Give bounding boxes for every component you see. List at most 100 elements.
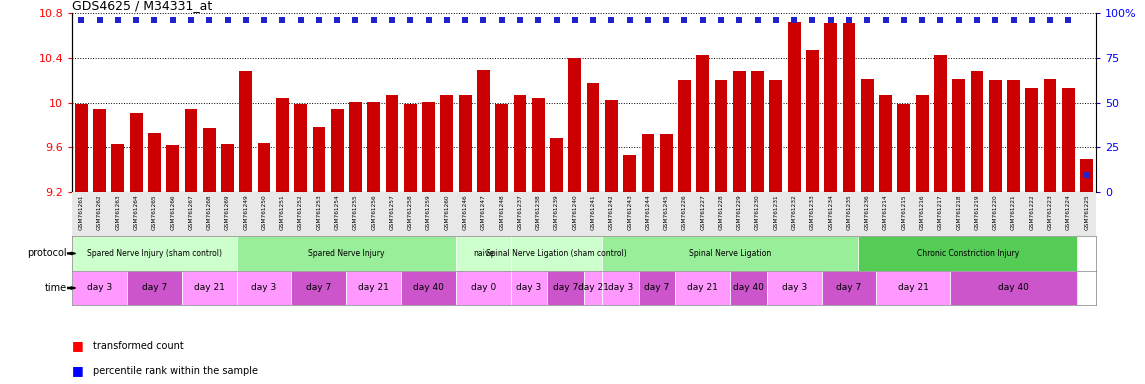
Bar bbox=[1026, 88, 1039, 192]
Text: GSM761233: GSM761233 bbox=[810, 194, 815, 230]
Text: GSM761232: GSM761232 bbox=[791, 194, 797, 230]
Text: GSM761223: GSM761223 bbox=[1048, 194, 1052, 230]
Text: GSM761245: GSM761245 bbox=[664, 194, 669, 230]
Bar bbox=[602, 271, 639, 305]
Text: GSM761238: GSM761238 bbox=[536, 194, 540, 230]
Text: day 7: day 7 bbox=[645, 283, 670, 293]
Bar bbox=[788, 22, 800, 192]
Text: transformed count: transformed count bbox=[93, 341, 183, 351]
Bar bbox=[602, 236, 858, 271]
Bar bbox=[129, 113, 142, 192]
Text: GSM761250: GSM761250 bbox=[261, 194, 267, 230]
Text: GSM761227: GSM761227 bbox=[701, 194, 705, 230]
Text: day 21: day 21 bbox=[577, 283, 608, 293]
Text: GSM761267: GSM761267 bbox=[189, 194, 194, 230]
Text: GSM761254: GSM761254 bbox=[334, 194, 340, 230]
Bar bbox=[733, 71, 745, 192]
Bar bbox=[676, 271, 731, 305]
Text: GSM761260: GSM761260 bbox=[444, 194, 449, 230]
Text: GSM761230: GSM761230 bbox=[755, 194, 760, 230]
Bar bbox=[456, 271, 511, 305]
Text: GSM761229: GSM761229 bbox=[737, 194, 742, 230]
Text: day 40: day 40 bbox=[998, 283, 1029, 293]
Text: day 3: day 3 bbox=[516, 283, 542, 293]
Text: Spinal Nerve Ligation: Spinal Nerve Ligation bbox=[689, 249, 772, 258]
Bar bbox=[331, 109, 344, 192]
Text: GSM761259: GSM761259 bbox=[426, 194, 431, 230]
Text: GSM761215: GSM761215 bbox=[901, 194, 907, 230]
Bar bbox=[843, 23, 855, 192]
Text: GSM761266: GSM761266 bbox=[171, 194, 175, 230]
Bar bbox=[858, 236, 1077, 271]
Text: GSM761258: GSM761258 bbox=[408, 194, 413, 230]
Text: GSM761248: GSM761248 bbox=[499, 194, 504, 230]
Bar bbox=[605, 101, 618, 192]
Text: GDS4625 / M34331_at: GDS4625 / M34331_at bbox=[72, 0, 212, 12]
Text: day 40: day 40 bbox=[733, 283, 764, 293]
Bar bbox=[949, 271, 1077, 305]
Text: Spinal Nerve Ligation (sham control): Spinal Nerve Ligation (sham control) bbox=[487, 249, 627, 258]
Text: day 21: day 21 bbox=[898, 283, 929, 293]
Text: Spared Nerve Injury: Spared Nerve Injury bbox=[308, 249, 385, 258]
Bar bbox=[404, 104, 417, 192]
Bar bbox=[660, 134, 672, 192]
Bar bbox=[313, 127, 325, 192]
Bar bbox=[459, 95, 472, 192]
Text: GSM761220: GSM761220 bbox=[993, 194, 997, 230]
Bar bbox=[584, 271, 602, 305]
Text: GSM761261: GSM761261 bbox=[79, 194, 84, 230]
Text: GSM761268: GSM761268 bbox=[207, 194, 212, 230]
Bar bbox=[1061, 88, 1075, 192]
Bar bbox=[111, 144, 124, 192]
Text: day 7: day 7 bbox=[142, 283, 167, 293]
Text: GSM761257: GSM761257 bbox=[389, 194, 395, 230]
Text: GSM761226: GSM761226 bbox=[682, 194, 687, 230]
Bar bbox=[971, 71, 984, 192]
Bar bbox=[349, 102, 362, 192]
Bar bbox=[953, 79, 965, 192]
Bar bbox=[127, 271, 182, 305]
Bar bbox=[767, 271, 822, 305]
Bar bbox=[916, 95, 929, 192]
Bar bbox=[93, 109, 106, 192]
Bar bbox=[401, 271, 456, 305]
Bar bbox=[221, 144, 234, 192]
Text: day 0: day 0 bbox=[471, 283, 496, 293]
Text: GSM761263: GSM761263 bbox=[116, 194, 120, 230]
Bar bbox=[769, 80, 782, 192]
Bar bbox=[532, 98, 545, 192]
Text: GSM761222: GSM761222 bbox=[1029, 194, 1034, 230]
Text: GSM761249: GSM761249 bbox=[243, 194, 248, 230]
Text: GSM761217: GSM761217 bbox=[938, 194, 942, 230]
Text: GSM761239: GSM761239 bbox=[554, 194, 559, 230]
Text: Chronic Constriction Injury: Chronic Constriction Injury bbox=[917, 249, 1019, 258]
Bar bbox=[861, 79, 874, 192]
Text: GSM761265: GSM761265 bbox=[152, 194, 157, 230]
Bar bbox=[696, 55, 709, 192]
Bar bbox=[237, 236, 456, 271]
Text: GSM761241: GSM761241 bbox=[591, 194, 595, 230]
Bar bbox=[276, 98, 289, 192]
Bar bbox=[547, 271, 584, 305]
Bar bbox=[203, 128, 215, 192]
Bar bbox=[714, 80, 727, 192]
Bar bbox=[678, 80, 690, 192]
Bar bbox=[514, 95, 527, 192]
Text: GSM761231: GSM761231 bbox=[773, 194, 779, 230]
Text: day 3: day 3 bbox=[252, 283, 277, 293]
Text: GSM761225: GSM761225 bbox=[1084, 194, 1089, 230]
Text: day 21: day 21 bbox=[358, 283, 389, 293]
Text: GSM761243: GSM761243 bbox=[627, 194, 632, 230]
Bar bbox=[731, 271, 767, 305]
Text: GSM761269: GSM761269 bbox=[226, 194, 230, 230]
Bar bbox=[292, 271, 346, 305]
Bar bbox=[586, 83, 600, 192]
Bar bbox=[423, 102, 435, 192]
Text: day 21: day 21 bbox=[194, 283, 224, 293]
Bar bbox=[824, 23, 837, 192]
Text: GSM761228: GSM761228 bbox=[719, 194, 724, 230]
Bar bbox=[806, 50, 819, 192]
Bar bbox=[74, 104, 88, 192]
Text: GSM761244: GSM761244 bbox=[646, 194, 650, 230]
Text: day 3: day 3 bbox=[87, 283, 112, 293]
